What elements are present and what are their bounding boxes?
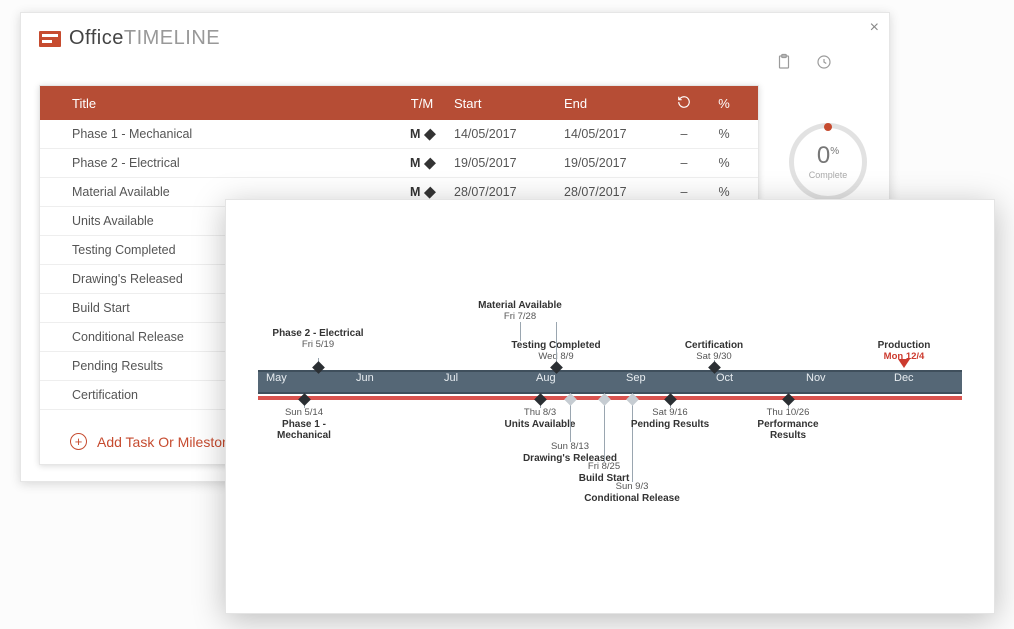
cell-start: 19/05/2017 — [444, 156, 554, 170]
milestone-diamond-icon — [424, 128, 436, 140]
toolbar — [775, 53, 833, 71]
cell-hist: – — [664, 156, 704, 170]
cell-start: 28/07/2017 — [444, 185, 554, 199]
month-label: Nov — [806, 372, 826, 384]
month-label: Sep — [626, 372, 646, 384]
cell-tm: M — [400, 127, 444, 141]
cell-title: Phase 2 - Electrical — [40, 156, 400, 170]
add-task-button[interactable]: + Add Task Or Milestone — [70, 433, 238, 450]
plus-icon: + — [70, 433, 87, 450]
close-icon[interactable]: × — [870, 19, 879, 37]
progress-label: Complete — [809, 170, 848, 180]
cell-pct: % — [704, 127, 744, 141]
cell-hist: – — [664, 185, 704, 199]
milestone-connector — [556, 322, 557, 366]
cell-start: 14/05/2017 — [444, 127, 554, 141]
milestone-connector — [520, 322, 521, 341]
col-pct[interactable]: % — [704, 96, 744, 111]
month-label: Aug — [536, 372, 556, 384]
milestone-label: Thu 8/3Units Available — [490, 408, 590, 430]
table-header: Title T/M Start End % — [40, 86, 758, 120]
month-label: Dec — [894, 372, 914, 384]
progress-value: 0% — [817, 144, 839, 168]
milestone-diamond-icon — [424, 157, 436, 169]
logo-suffix: TIMELINE — [124, 27, 220, 49]
col-history-icon[interactable] — [664, 95, 704, 112]
milestone-label: Sun 5/14Phase 1 - Mechanical — [254, 408, 354, 442]
milestone-diamond-icon — [424, 186, 436, 198]
cell-tm: M — [400, 156, 444, 170]
milestone-label: Thu 10/26Performance Results — [738, 408, 838, 442]
month-label: Jun — [356, 372, 374, 384]
col-start[interactable]: Start — [444, 96, 554, 111]
add-task-label: Add Task Or Milestone — [97, 434, 238, 450]
cell-title: Phase 1 - Mechanical — [40, 127, 400, 141]
timeline-card: May Jun Jul Aug Sep Oct Nov Dec Phase 2 - Electr… — [225, 199, 995, 614]
col-title[interactable]: Title — [40, 96, 400, 111]
cell-pct: % — [704, 185, 744, 199]
cell-pct: % — [704, 156, 744, 170]
logo-prefix: Office — [69, 27, 124, 49]
cell-hist: – — [664, 127, 704, 141]
progress-ring: 0% Complete — [789, 123, 867, 201]
table-row[interactable]: Phase 1 - MechanicalM14/05/201714/05/201… — [40, 120, 758, 149]
cell-end: 14/05/2017 — [554, 127, 664, 141]
logo-text: OfficeTIMELINE — [69, 27, 220, 50]
cell-title: Material Available — [40, 185, 400, 199]
milestone-label: Material AvailableFri 7/28 — [470, 300, 570, 322]
cell-end: 28/07/2017 — [554, 185, 664, 199]
milestone-label: Sat 9/16Pending Results — [620, 408, 720, 430]
cell-tm: M — [400, 185, 444, 199]
month-label: Oct — [716, 372, 733, 384]
logo-mark-icon — [39, 31, 61, 47]
cell-end: 19/05/2017 — [554, 156, 664, 170]
timeline-canvas: May Jun Jul Aug Sep Oct Nov Dec Phase 2 - Electr… — [258, 200, 962, 613]
app-logo: OfficeTIMELINE — [39, 27, 220, 50]
milestone-label: Sun 9/3Conditional Release — [582, 482, 682, 504]
milestone-connector — [604, 398, 605, 462]
milestone-label: Phase 2 - ElectricalFri 5/19 — [268, 328, 368, 350]
month-label: May — [266, 372, 287, 384]
table-row[interactable]: Phase 2 - ElectricalM19/05/201719/05/201… — [40, 149, 758, 178]
col-end[interactable]: End — [554, 96, 664, 111]
clipboard-icon[interactable] — [775, 53, 793, 71]
col-tm[interactable]: T/M — [400, 96, 444, 111]
production-marker-icon — [898, 359, 910, 368]
month-label: Jul — [444, 372, 458, 384]
history-icon[interactable] — [815, 53, 833, 71]
